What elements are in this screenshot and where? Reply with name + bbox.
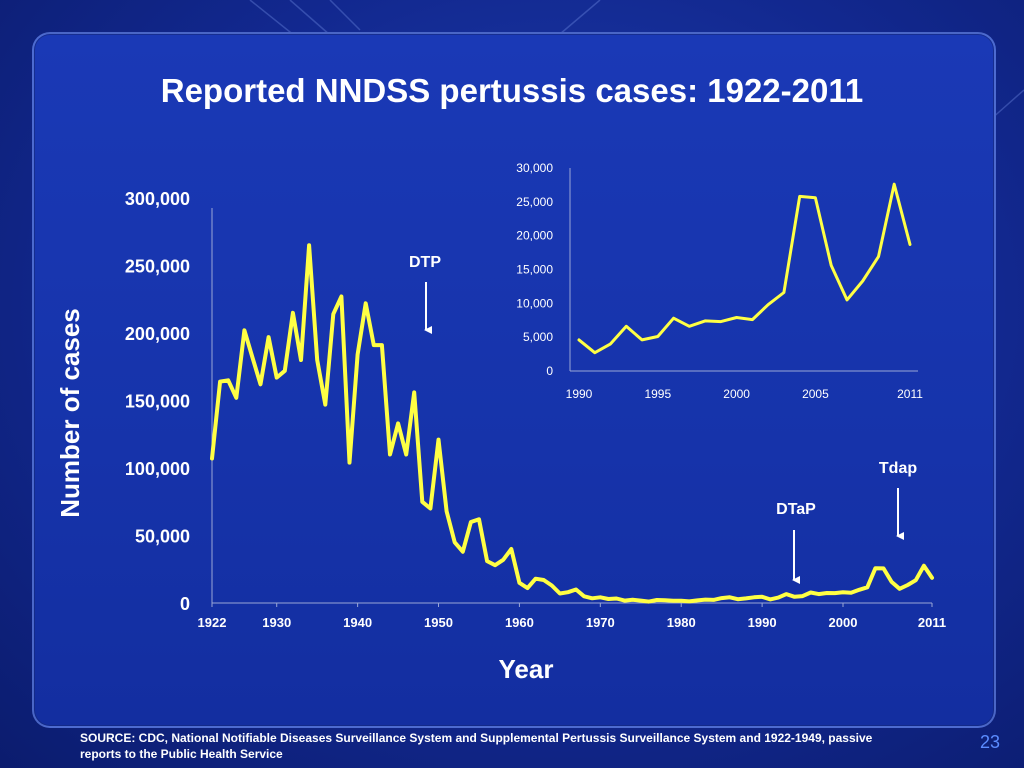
inset-x-tick-label: 1990	[566, 387, 593, 401]
x-tick-label: 1950	[424, 615, 453, 630]
x-tick-label: 1980	[667, 615, 696, 630]
x-tick-label: 1970	[586, 615, 615, 630]
x-tick-label: 1930	[262, 615, 291, 630]
x-tick-label: 2000	[829, 615, 858, 630]
inset-y-tick-label: 25,000	[516, 195, 553, 209]
x-tick-label: 1990	[748, 615, 777, 630]
y-tick-label: 100,000	[125, 459, 190, 479]
annotation-label: DTP	[409, 254, 441, 271]
y-tick-label: 50,000	[135, 527, 190, 547]
inset-y-tick-label: 5,000	[523, 330, 553, 344]
slide-panel	[32, 32, 996, 728]
annotation-label: Tdap	[879, 460, 917, 477]
inset-y-tick-label: 15,000	[516, 263, 553, 277]
inset-x-tick-label: 2005	[802, 387, 829, 401]
x-tick-label: 1960	[505, 615, 534, 630]
slide-title: Reported NNDSS pertussis cases: 1922-201…	[160, 72, 864, 109]
x-axis-title: Year	[499, 654, 554, 684]
inset-y-tick-label: 10,000	[516, 296, 553, 310]
inset-y-tick-label: 0	[546, 364, 553, 378]
y-tick-label: 150,000	[125, 392, 190, 412]
x-tick-label: 1922	[198, 615, 227, 630]
y-axis-title: Number of cases	[55, 308, 85, 518]
slide-number: 23	[979, 732, 1000, 752]
inset-y-tick-label: 20,000	[516, 229, 553, 243]
annotation-label: DTaP	[776, 501, 816, 518]
inset-y-tick-label: 30,000	[516, 161, 553, 175]
y-tick-label: 0	[180, 594, 190, 614]
x-tick-label: 1940	[343, 615, 372, 630]
source-note: SOURCE: CDC, National Notifiable Disease…	[80, 731, 873, 761]
y-tick-label: 200,000	[125, 324, 190, 344]
series-line-pertussis-cases	[210, 243, 934, 604]
y-tick-label: 250,000	[125, 257, 190, 277]
inset-x-tick-label: 2000	[723, 387, 750, 401]
inset-series-line-pertussis-cases	[577, 182, 912, 355]
y-tick-label: 300,000	[125, 189, 190, 209]
inset-x-tick-label: 1995	[644, 387, 671, 401]
inset-x-tick-label: 2011	[897, 387, 923, 401]
x-tick-label: 2011	[918, 615, 946, 630]
